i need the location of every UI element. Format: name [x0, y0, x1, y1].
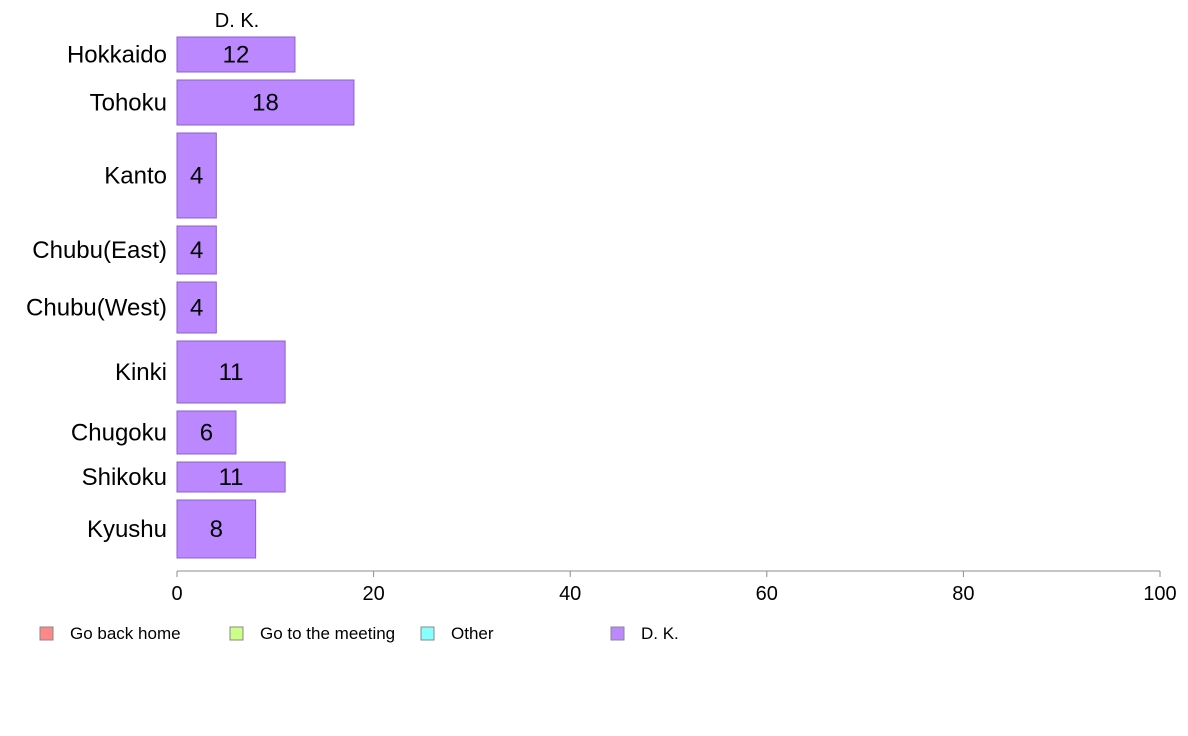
value-label: 6: [200, 420, 213, 447]
category-label: Chubu(East): [32, 237, 167, 264]
legend-swatch: [229, 626, 244, 641]
category-label: Chugoku: [71, 420, 167, 447]
category-label: Kanto: [104, 163, 167, 190]
value-label: 4: [190, 295, 203, 322]
category-label: Kinki: [115, 359, 167, 386]
value-label: 4: [190, 237, 203, 264]
x-tick-label: 40: [559, 583, 581, 605]
category-label: Kyushu: [87, 516, 167, 543]
legend-label: Go to the meeting: [260, 624, 395, 643]
x-axis: 0 20 40 60 80 100: [171, 570, 1177, 605]
legend-label: D. K.: [641, 624, 679, 643]
x-tick-label: 60: [756, 583, 778, 605]
bar-kyushu: [176, 499, 257, 559]
value-label: 4: [190, 163, 203, 190]
x-tick-label: 0: [171, 583, 182, 605]
legend-swatch: [610, 626, 625, 641]
category-label: Shikoku: [82, 464, 167, 491]
legend-label: Go back home: [70, 624, 181, 643]
bar-hokkaido: [176, 36, 296, 73]
category-labels: Hokkaido Tohoku Kanto Chubu(East) Chubu(West…: [26, 42, 167, 544]
bar-chugoku: [176, 410, 237, 455]
value-label: 11: [219, 464, 244, 491]
bar-chubu-east: [176, 225, 217, 275]
legend-swatch: [420, 626, 435, 641]
x-tick-label: 80: [952, 583, 974, 605]
bar-kinki: [176, 340, 286, 404]
panel-title: D. K.: [215, 10, 259, 32]
value-label: 8: [210, 516, 223, 543]
value-label: 18: [252, 90, 279, 117]
x-tick-label: 20: [362, 583, 384, 605]
category-label: Tohoku: [90, 90, 167, 117]
legend-label: Other: [451, 624, 494, 643]
category-label: Hokkaido: [67, 42, 167, 69]
bar-chubu-west: [176, 281, 217, 334]
category-label: Chubu(West): [26, 295, 167, 322]
value-label: 11: [219, 359, 244, 386]
legend: Go back home Go to the meeting Other D. K.: [39, 624, 679, 643]
x-tick-label: 100: [1143, 583, 1176, 605]
legend-swatch: [39, 626, 54, 641]
bar-shikoku: [176, 461, 286, 493]
bar-tohoku: [176, 79, 355, 126]
value-label: 12: [223, 42, 250, 69]
bar-kanto: [176, 132, 217, 219]
